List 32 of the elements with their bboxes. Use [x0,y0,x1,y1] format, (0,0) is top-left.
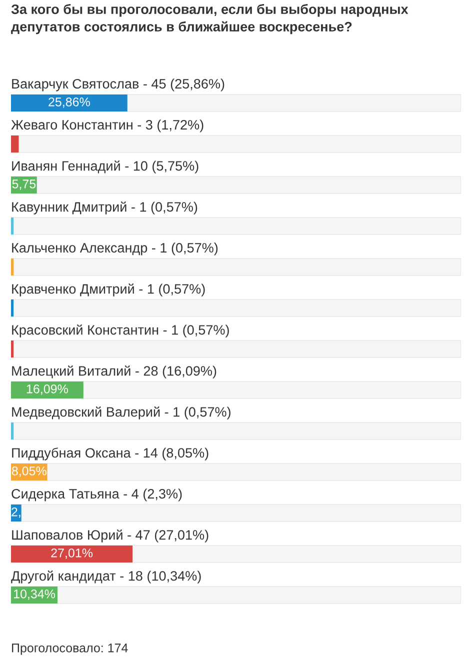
y-tick-label: Кавунник Дмитрий - 1 (0,57%) [12,202,198,214]
bar [11,258,14,276]
y-tick-label: Другой кандидат - 18 (10,34%) [11,570,201,584]
bar [11,218,14,234]
bar [11,136,19,152]
y-tick-label: Малецкий Виталий - 28 (16,09%) [12,366,216,378]
y-tick-label: Шаповалов Юрий - 47 (27,01%) [12,530,208,542]
data-label: 27,01% [51,548,93,559]
y-tick-label: Вакарчук Святослав - 45 (25,86%) [12,78,224,92]
bar [11,382,84,398]
data-label: 2, [12,508,20,518]
y-tick-label: Красовский Константин - 1 (0,57%) [12,324,229,338]
bar [11,422,14,440]
bar [11,546,133,562]
data-label: 5,75 [12,180,36,190]
y-tick-label: Медведовский Валерий - 1 (0,57%) [12,406,230,420]
bar [11,340,14,358]
data-label: 16,09% [26,384,68,395]
bar [11,504,22,522]
data-label: 10,34% [14,590,56,600]
text: Проголосовало: 174 [12,644,128,655]
bar [11,94,128,112]
bar [11,300,14,316]
y-tick-label: Кравченко Дмитрий - 1 (0,57%) [12,284,205,296]
y-tick-label: Сидерка Татьяна - 4 (2,3%) [12,488,182,502]
chart-title: За кого бы вы проголосовали, если бы выборы народных депутатов состоялись в ближайшее воскресенье? [11,4,408,34]
data-label: 8,05% [12,466,46,477]
data-label: 25,86% [48,98,90,108]
y-tick-label: Иванян Геннадий - 10 (5,75%) [12,160,198,174]
y-tick-label: Кальченко Александр - 1 (0,57%) [12,242,218,256]
y-tick-label: Пиддубная Оксана - 14 (8,05%) [12,448,208,460]
y-tick-label: Жеваго Константин - 3 (1,72%) [11,120,204,132]
